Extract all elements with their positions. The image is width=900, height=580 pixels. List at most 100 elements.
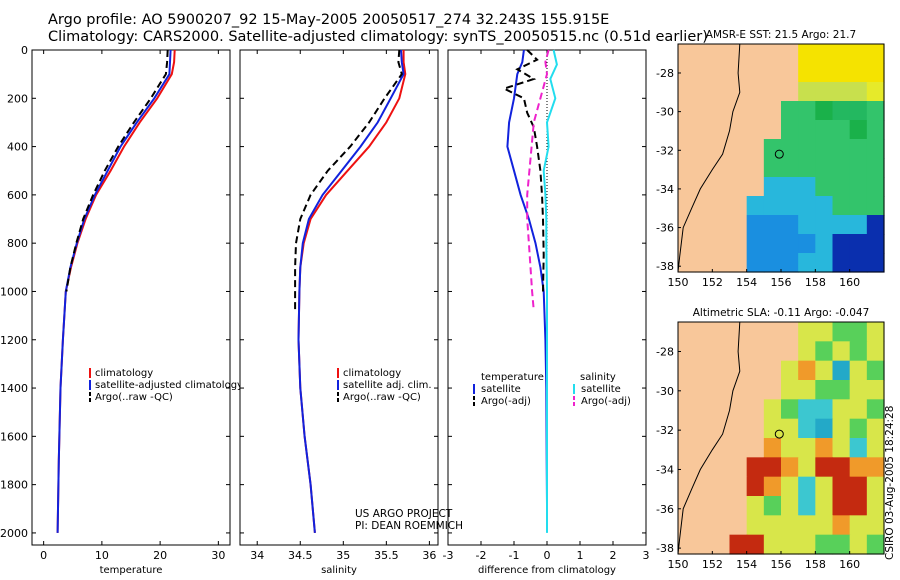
land-cell [678,399,696,420]
legend-label: Argo(-adj) [581,396,631,407]
field-cell [798,496,816,516]
field-cell [815,63,834,83]
land-cell [712,360,731,381]
land-cell [678,120,696,140]
legend-label: Argo(..raw -QC) [95,392,173,403]
field-cell [866,44,885,64]
field-cell [849,101,868,121]
x-tick-label: 156 [771,558,792,571]
field-cell [781,158,799,178]
land-cell [746,380,765,400]
field-cell [832,438,851,458]
x-tick-label: 20 [153,549,167,562]
land-cell [729,120,748,140]
x-tick-label: 158 [805,276,826,289]
land-cell [678,44,696,64]
land-cell [695,253,713,273]
y-tick-label: 800 [7,237,28,250]
land-cell [712,63,731,83]
field-cell [866,322,885,342]
land-cell [781,341,799,362]
land-cell [729,177,748,197]
y-tick-label: 400 [7,141,28,154]
land-cell [678,158,696,178]
land-cell [678,215,696,235]
field-cell [781,380,799,400]
field-cell [832,322,851,342]
land-cell [678,253,696,273]
field-cell [763,215,782,235]
field-cell [849,139,868,159]
field-cell [815,534,834,555]
field-cell [798,120,816,140]
field-cell [781,515,799,536]
y-tick-label: -32 [656,424,674,437]
land-cell [763,360,782,381]
land-cell [678,82,696,102]
field-cell [815,196,834,216]
x-tick-label: -2 [476,549,487,562]
y-tick-label: 0 [21,44,28,57]
y-tick-label: 1000 [0,285,28,298]
field-cell [849,457,868,478]
field-cell [798,253,816,273]
series-argo-raw-qc- [294,49,403,311]
field-cell [763,457,782,478]
field-cell [849,120,868,140]
field-cell [798,44,816,64]
field-cell [866,253,885,273]
field-cell [815,234,834,254]
land-cell [781,82,799,102]
field-cell [832,177,851,197]
land-cell [729,438,748,458]
series-argo-raw-qc- [65,49,169,292]
x-axis-label: difference from climatology [478,565,616,576]
field-cell [866,177,885,197]
legend-label: satellite-adjusted climatology [95,380,243,391]
land-cell [712,44,731,64]
x-tick-label: 35.5 [374,549,399,562]
land-cell [678,360,696,381]
land-cell [695,177,713,197]
land-cell [763,82,782,102]
y-tick-label: 600 [7,189,28,202]
series-salinity-satellite [542,49,558,533]
sst-map: AMSR-E SST: 21.5 Argo: 21.7 150 152 154 156 1… [656,29,885,289]
map-title: Altimetric SLA: -0.11 Argo: -0.047 [693,307,870,319]
y-tick-label: -30 [656,385,674,398]
field-cell [746,476,765,497]
x-tick-label: 158 [805,558,826,571]
field-cell [849,234,868,254]
land-cell [712,82,731,102]
field-cell [815,341,834,362]
land-cell [712,234,731,254]
x-tick-label: 35 [336,549,350,562]
land-cell [695,44,713,64]
land-cell [746,44,765,64]
field-cell [763,418,782,439]
field-cell [815,253,834,273]
field-cell [815,120,834,140]
field-cell [866,457,885,478]
field-cell [763,399,782,420]
land-cell [712,476,731,497]
plot-frame [239,49,439,546]
x-tick-label: 154 [736,558,757,571]
x-axis-label: salinity [321,565,357,576]
field-cell [815,44,834,64]
field-cell [763,139,782,159]
y-tick-label: -34 [656,463,674,476]
field-cell [798,101,816,121]
field-cell [849,515,868,536]
field-cell [849,399,868,420]
x-tick-label: 0 [40,549,47,562]
field-cell [815,438,834,458]
land-cell [695,120,713,140]
field-cell [781,360,799,381]
field-cell [798,215,816,235]
land-cell [712,380,731,400]
field-cell [866,360,885,381]
field-cell [832,496,851,516]
x-tick-label: 152 [702,558,723,571]
field-cell [798,515,816,536]
